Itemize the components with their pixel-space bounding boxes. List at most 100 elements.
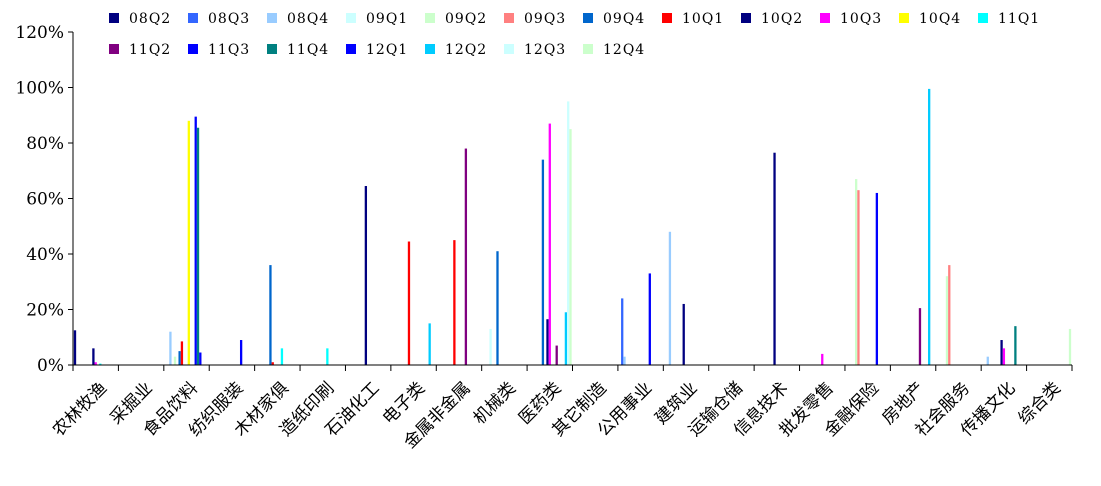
legend-swatch-09Q3 (504, 13, 514, 23)
legend-label-09Q3: 09Q3 (524, 11, 566, 27)
y-tick-label: 80% (26, 134, 64, 154)
legend-swatch-10Q3 (820, 13, 830, 23)
bar-10Q2-10 (546, 319, 549, 365)
legend-label-11Q3: 11Q3 (208, 42, 250, 58)
legend-swatch-10Q4 (899, 13, 909, 23)
bar-12Q4-21 (1068, 328, 1072, 365)
bar-11Q3-12 (648, 273, 651, 365)
bar-10Q1-2 (180, 341, 184, 365)
legend-label-11Q1: 11Q1 (998, 11, 1040, 27)
legend-label-12Q4: 12Q4 (603, 42, 645, 58)
legend-label-08Q4: 08Q4 (287, 11, 329, 27)
bar-10Q2-6 (364, 186, 368, 365)
bar-09Q2-2 (173, 356, 177, 365)
bar-11Q2-8 (464, 148, 468, 365)
category-label: 综合类 (1015, 378, 1065, 428)
bars (73, 88, 1072, 366)
legend-label-12Q3: 12Q3 (524, 42, 566, 58)
bar-11Q1-0 (99, 363, 102, 365)
y-tick-label: 40% (26, 245, 64, 265)
bar-08Q4-13 (668, 231, 672, 365)
y-tick-label: 20% (26, 301, 64, 321)
bar-10Q2-0 (92, 348, 95, 365)
bar-09Q2-19 (945, 276, 949, 365)
legend-label-12Q1: 12Q1 (366, 42, 408, 58)
bar-10Q1-7 (407, 241, 411, 365)
bar-11Q3-17 (875, 192, 879, 365)
bar-10Q2-13 (682, 303, 685, 365)
bar-08Q3-12 (621, 298, 624, 365)
bar-09Q2-17 (855, 179, 858, 365)
category-label: 机械类 (470, 378, 520, 428)
legend-label-12Q2: 12Q2 (445, 42, 487, 58)
legend-swatch-08Q4 (267, 13, 277, 23)
legend-label-10Q2: 10Q2 (761, 11, 803, 27)
bar-12Q4-10 (569, 129, 572, 366)
legend: 08Q2 08Q3 08Q4 09Q1 09Q2 09Q3 09Q4 10Q1 10Q2 10Q3… (109, 11, 1040, 58)
legend-swatch-08Q2 (109, 13, 119, 23)
bar-09Q4-9 (496, 251, 499, 365)
legend-swatch-11Q4 (267, 44, 277, 54)
legend-swatch-10Q2 (741, 13, 751, 23)
bar-10Q1-4 (271, 362, 274, 365)
legend-label-09Q2: 09Q2 (445, 11, 487, 27)
bar-09Q4-2 (178, 351, 181, 366)
legend-swatch-12Q2 (425, 44, 435, 54)
legend-swatch-12Q4 (583, 44, 593, 54)
legend-swatch-11Q2 (109, 44, 119, 54)
bar-11Q2-10 (555, 345, 558, 365)
legend-swatch-12Q1 (346, 44, 356, 54)
bar-08Q2-0 (73, 330, 77, 365)
legend-label-11Q2: 11Q2 (129, 42, 171, 58)
legend-swatch-11Q1 (978, 13, 988, 23)
bar-12Q2-10 (564, 312, 568, 365)
legend-swatch-11Q3 (188, 44, 198, 54)
bar-09Q4-4 (269, 265, 272, 365)
legend-swatch-08Q3 (188, 13, 198, 23)
bar-12Q2-7 (428, 323, 431, 366)
bar-10Q1-8 (453, 240, 456, 366)
legend-swatch-10Q1 (662, 13, 672, 23)
bar-11Q1-4 (280, 348, 284, 365)
bar-11Q3-2 (194, 116, 197, 365)
x-axis: 农林牧渔采掘业食品饮料纺织服装木材家俱造纸印刷石油化工电子类金属非金属机械类医药… (49, 364, 1073, 453)
bar-11Q4-2 (196, 127, 200, 366)
bar-12Q2-18 (928, 88, 931, 365)
bar-09Q1-9 (489, 328, 492, 365)
bar-11Q2-18 (918, 308, 922, 365)
legend-swatch-12Q3 (504, 44, 514, 54)
legend-label-11Q4: 11Q4 (287, 42, 329, 58)
legend-label-09Q1: 09Q1 (366, 11, 408, 27)
bar-12Q3-10 (567, 101, 570, 366)
category-label: 农林牧渔 (49, 378, 111, 440)
y-tick-label: 0% (37, 356, 64, 376)
legend-label-10Q4: 10Q4 (919, 11, 961, 27)
y-tick-label: 120% (15, 23, 64, 43)
bar-08Q4-12 (623, 356, 626, 365)
bar-10Q3-10 (548, 123, 551, 365)
bar-11Q4-20 (1014, 326, 1017, 365)
legend-label-10Q3: 10Q3 (840, 11, 882, 27)
bar-10Q2-15 (773, 152, 776, 365)
legend-label-08Q3: 08Q3 (208, 11, 250, 27)
bar-10Q4-2 (187, 120, 190, 365)
legend-label-10Q1: 10Q1 (682, 11, 724, 27)
y-axis: 0% 20% 40% 60% 80% 100% 120% (15, 23, 74, 376)
y-tick-label: 60% (26, 190, 64, 210)
bar-09Q3-19 (948, 265, 951, 365)
bar-11Q1-5 (326, 348, 329, 365)
legend-swatch-09Q2 (425, 13, 435, 23)
bar-09Q4-10 (541, 159, 545, 365)
bar-10Q3-16 (821, 353, 824, 365)
bar-12Q1-2 (199, 352, 202, 365)
bar-08Q4-2 (169, 331, 172, 365)
legend-label-08Q2: 08Q2 (129, 11, 171, 27)
legend-swatch-09Q4 (583, 13, 593, 23)
bar-09Q3-17 (857, 190, 860, 365)
bar-11Q3-3 (239, 340, 243, 365)
bar-10Q3-0 (94, 362, 97, 365)
bar-10Q3-20 (1002, 348, 1006, 365)
y-tick-label: 100% (15, 79, 64, 99)
bar-08Q4-20 (986, 356, 989, 365)
bar-10Q2-20 (1000, 340, 1003, 365)
